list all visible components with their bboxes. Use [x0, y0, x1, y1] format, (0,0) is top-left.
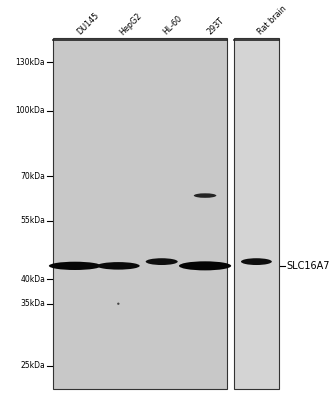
Text: 40kDa: 40kDa — [20, 275, 45, 284]
Text: 130kDa: 130kDa — [16, 58, 45, 67]
Ellipse shape — [97, 262, 140, 270]
Ellipse shape — [194, 193, 216, 198]
Text: SLC16A7: SLC16A7 — [287, 261, 330, 271]
Text: 25kDa: 25kDa — [21, 361, 45, 370]
Text: 35kDa: 35kDa — [20, 299, 45, 308]
Ellipse shape — [117, 303, 120, 305]
Text: Rat brain: Rat brain — [256, 4, 289, 36]
FancyBboxPatch shape — [234, 38, 279, 389]
Text: DU145: DU145 — [75, 11, 101, 36]
Text: 55kDa: 55kDa — [20, 216, 45, 225]
Text: 70kDa: 70kDa — [20, 172, 45, 181]
Text: 293T: 293T — [205, 16, 225, 36]
Text: HepG2: HepG2 — [118, 11, 144, 36]
Ellipse shape — [49, 262, 101, 270]
Ellipse shape — [146, 258, 178, 265]
Ellipse shape — [179, 261, 231, 270]
Text: HL-60: HL-60 — [162, 14, 184, 36]
FancyBboxPatch shape — [53, 38, 227, 389]
Text: 100kDa: 100kDa — [16, 106, 45, 115]
Ellipse shape — [241, 258, 272, 265]
